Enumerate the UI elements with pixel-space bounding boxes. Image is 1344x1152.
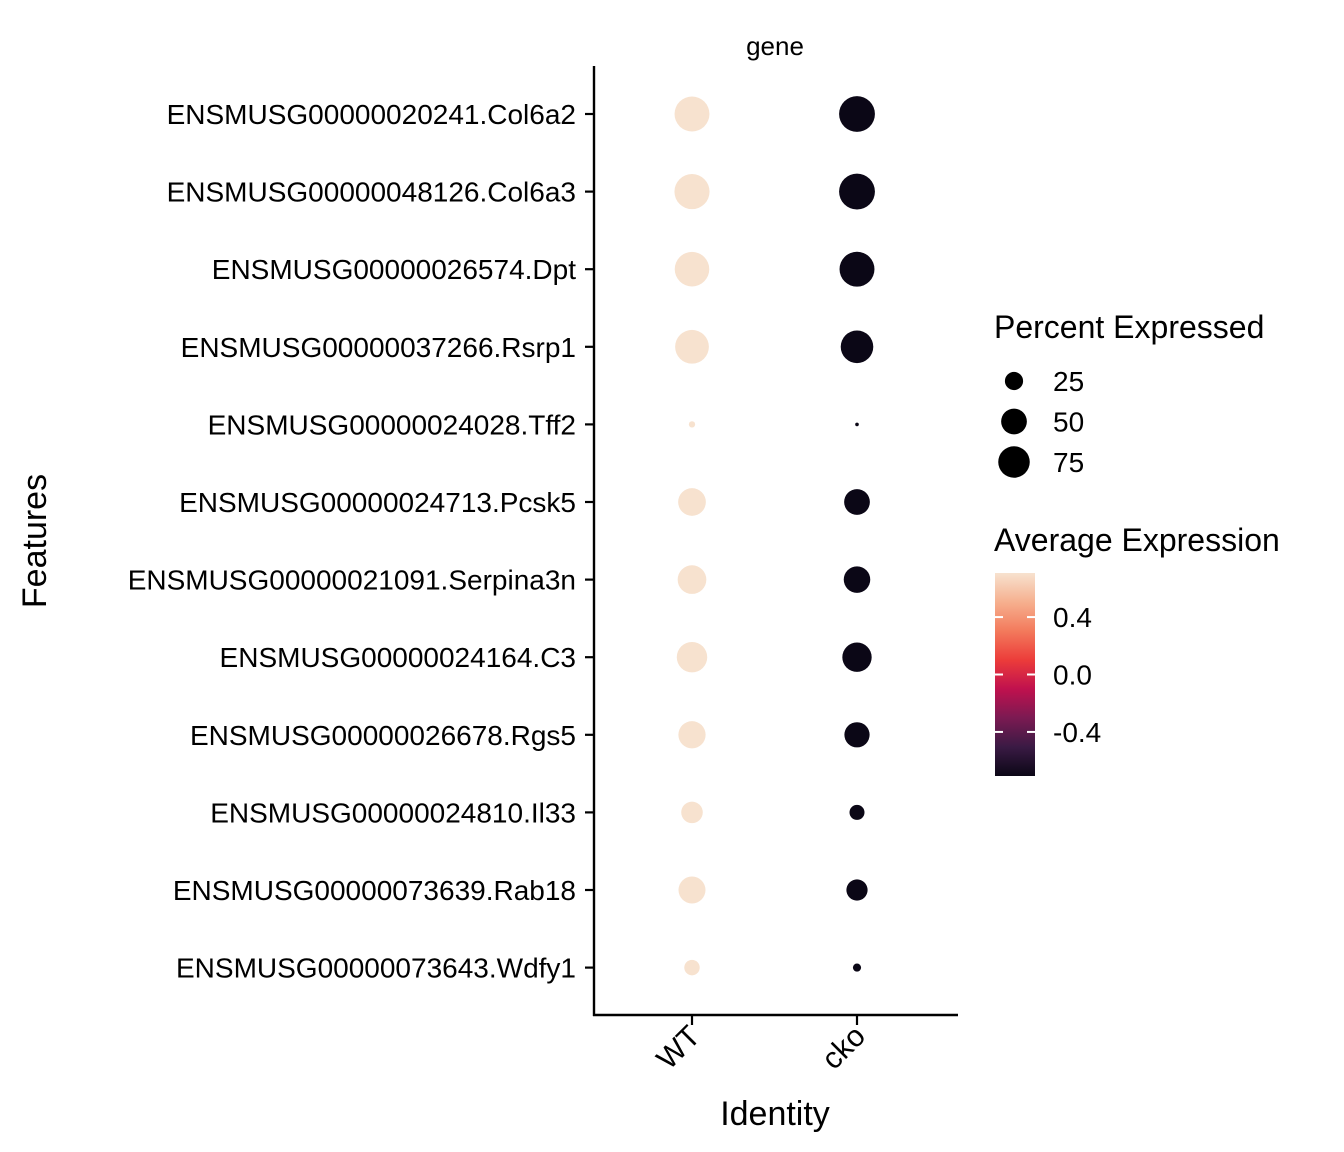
y-tick-label: ENSMUSG00000020241.Col6a2 xyxy=(167,99,576,130)
y-tick-label: ENSMUSG00000037266.Rsrp1 xyxy=(181,332,576,363)
dot xyxy=(849,804,865,820)
x-tick-label: WT xyxy=(651,1020,707,1076)
dot xyxy=(678,488,706,516)
dots xyxy=(674,96,875,976)
x-axis-title: Identity xyxy=(720,1095,830,1133)
y-ticks: ENSMUSG00000020241.Col6a2 ENSMUSG00000048… xyxy=(128,99,594,984)
y-tick-label: ENSMUSG00000024713.Pcsk5 xyxy=(179,487,576,518)
size-legend-key xyxy=(998,446,1030,478)
y-tick-label: ENSMUSG00000024810.Il33 xyxy=(210,797,576,828)
color-legend-ticks: 0.4 0.0 -0.4 xyxy=(995,602,1101,748)
y-axis-title: Features xyxy=(16,474,54,608)
size-legend-label: 50 xyxy=(1053,407,1084,438)
size-legend-title: Percent Expressed xyxy=(994,309,1264,345)
y-tick-label: ENSMUSG00000024164.C3 xyxy=(220,642,576,673)
dot xyxy=(678,721,706,749)
dot xyxy=(674,96,710,132)
size-legend-key xyxy=(1004,371,1024,391)
color-legend-label: 0.4 xyxy=(1053,602,1092,633)
dot xyxy=(855,422,859,427)
dot xyxy=(839,173,875,210)
dot xyxy=(846,879,868,901)
size-legend-key xyxy=(1001,408,1027,435)
y-tick-label: ENSMUSG00000026574.Dpt xyxy=(212,254,576,285)
color-legend-label: 0.0 xyxy=(1053,660,1092,691)
y-tick-label: ENSMUSG00000026678.Rgs5 xyxy=(190,720,576,751)
dot xyxy=(688,421,696,428)
dot xyxy=(839,251,875,287)
dot xyxy=(674,251,710,287)
dot xyxy=(839,96,875,132)
dot xyxy=(675,329,709,364)
dot xyxy=(840,330,874,364)
dot xyxy=(852,963,862,972)
dot xyxy=(843,566,871,593)
size-legend-label: 75 xyxy=(1053,447,1084,478)
y-tick-label: ENSMUSG00000048126.Col6a3 xyxy=(167,177,576,208)
dot xyxy=(684,959,700,976)
dot xyxy=(676,641,708,673)
size-legend: 25 50 75 xyxy=(998,366,1084,478)
dot xyxy=(678,876,706,904)
y-tick-label: ENSMUSG00000024028.Tff2 xyxy=(208,409,576,440)
color-legend-label: -0.4 xyxy=(1053,717,1101,748)
x-ticks: WT cko xyxy=(651,1015,872,1076)
y-tick-label: ENSMUSG00000073643.Wdfy1 xyxy=(176,953,576,984)
color-legend-title: Average Expression xyxy=(994,522,1280,558)
size-legend-label: 25 xyxy=(1053,366,1084,397)
x-tick-label: cko xyxy=(816,1020,872,1076)
y-tick-label: ENSMUSG00000073639.Rab18 xyxy=(173,875,576,906)
dot xyxy=(844,722,870,748)
dot xyxy=(681,801,703,824)
dot xyxy=(674,174,710,210)
dot xyxy=(844,489,870,515)
y-tick-label: ENSMUSG00000021091.Serpina3n xyxy=(128,565,576,596)
dot xyxy=(842,642,872,672)
facet-label: gene xyxy=(746,31,804,61)
dot xyxy=(677,565,707,594)
